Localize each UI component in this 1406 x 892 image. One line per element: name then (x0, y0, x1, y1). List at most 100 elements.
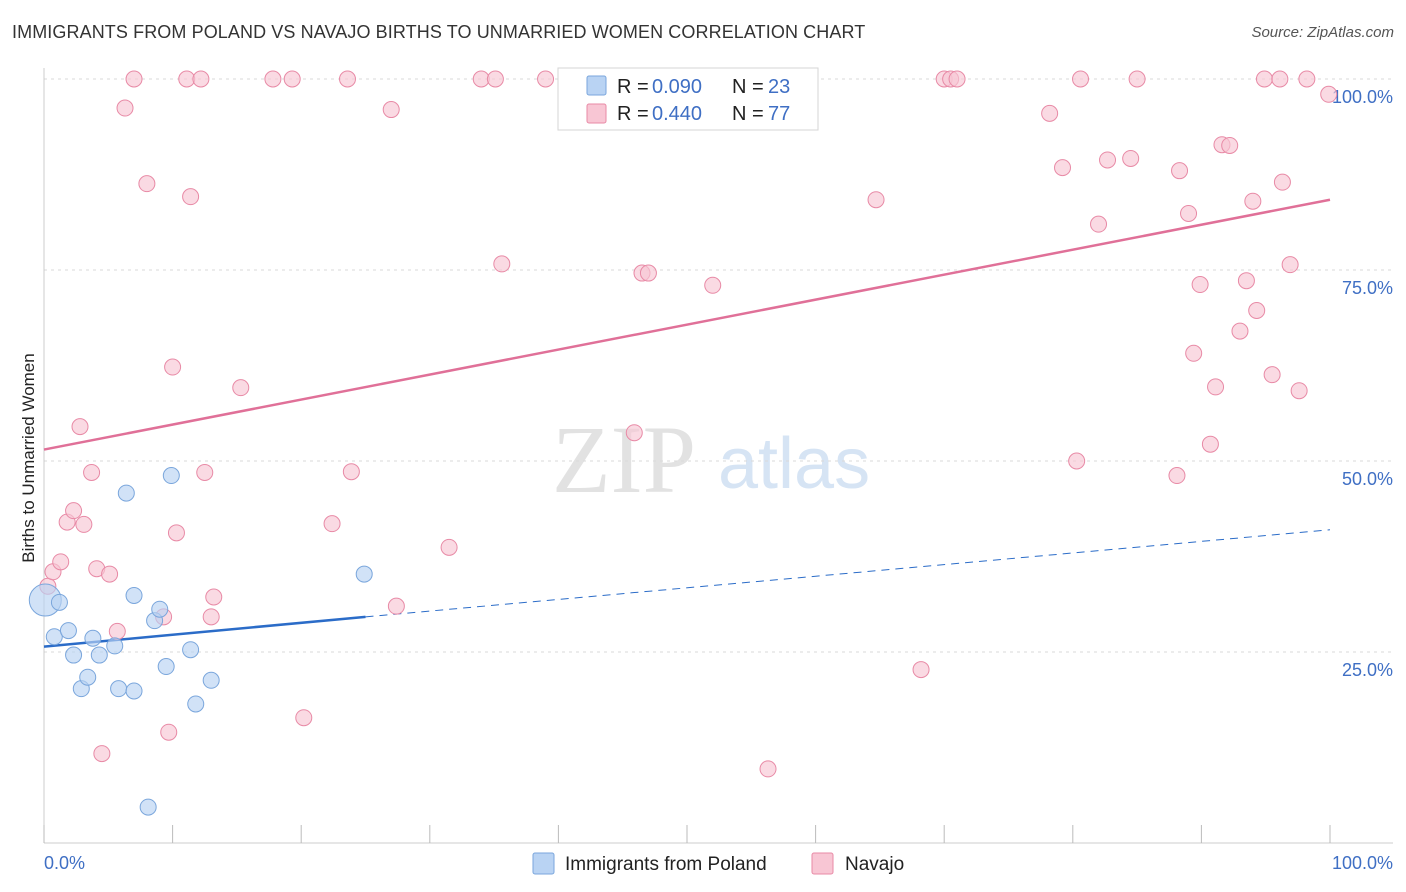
chart-title: IMMIGRANTS FROM POLAND VS NAVAJO BIRTHS … (12, 22, 866, 42)
axes: 25.0% 50.0% 75.0% 100.0% (43, 68, 1393, 844)
bottom-legend-label-poland: Immigrants from Poland (565, 854, 767, 875)
data-point-navajo (83, 463, 101, 481)
legend-n-value-navajo: 77 (768, 103, 790, 125)
data-point-navajo (1248, 301, 1266, 319)
legend-swatch-navajo (586, 103, 607, 124)
legend-swatch-poland (586, 75, 607, 96)
data-point-poland (84, 629, 102, 647)
data-point-poland (65, 646, 83, 664)
data-point-navajo (1281, 256, 1299, 274)
data-point-navajo (342, 463, 360, 481)
data-point-navajo (323, 515, 341, 533)
data-point-navajo (1231, 322, 1249, 340)
x-tick-label-min: 0.0% (44, 853, 85, 873)
trend-line-poland-extension (365, 529, 1331, 618)
legend-r-value-navajo: 0.440 (652, 103, 702, 125)
bottom-legend-swatch-navajo (811, 852, 834, 875)
data-point-navajo (116, 99, 134, 117)
source-label: Source: ZipAtlas.com (1251, 24, 1394, 41)
watermark-zip: ZIP (552, 406, 696, 513)
y-tick-label: 100.0% (1332, 87, 1393, 107)
data-point-navajo (1168, 467, 1186, 485)
bottom-legend-swatch-poland (532, 852, 555, 875)
data-point-navajo (1320, 85, 1338, 103)
data-point-navajo (71, 418, 89, 436)
data-point-poland (151, 600, 169, 618)
data-point-navajo (178, 70, 196, 88)
data-point-poland (59, 622, 77, 640)
data-point-navajo (101, 565, 119, 583)
data-point-poland (162, 467, 180, 485)
data-point-poland (110, 680, 128, 698)
data-point-navajo (160, 723, 178, 741)
data-point-poland (79, 668, 97, 686)
data-point-navajo (486, 70, 504, 88)
data-point-navajo (625, 424, 643, 442)
data-point-navajo (1072, 70, 1090, 88)
data-point-navajo (93, 745, 111, 763)
data-point-poland (106, 637, 124, 655)
data-point-navajo (182, 188, 200, 206)
legend-n-label-poland: N = (732, 76, 764, 98)
data-point-navajo (704, 276, 722, 294)
data-point-navajo (1041, 104, 1059, 122)
data-point-navajo (912, 661, 930, 679)
data-point-navajo (125, 70, 143, 88)
data-point-navajo (1099, 151, 1117, 169)
y-tick-label: 75.0% (1342, 278, 1393, 298)
data-point-navajo (387, 597, 405, 615)
x-tick-label-max: 100.0% (1332, 853, 1393, 873)
correlation-legend: R = 0.090 N = 23 R = 0.440 N = 77 (557, 67, 819, 131)
data-point-navajo (639, 264, 657, 282)
data-point-navajo (1273, 173, 1291, 191)
data-point-navajo (75, 515, 93, 533)
data-point-poland (125, 586, 143, 604)
data-point-navajo (167, 524, 185, 542)
data-point-navajo (1185, 344, 1203, 362)
data-point-navajo (164, 358, 182, 376)
data-point-poland (50, 593, 68, 611)
data-point-navajo (1171, 162, 1189, 180)
data-point-poland (45, 628, 63, 646)
data-point-navajo (232, 379, 250, 397)
data-point-poland (355, 565, 373, 583)
y-axis-label: Births to Unmarried Women (19, 353, 38, 562)
data-point-poland (182, 641, 200, 659)
data-point-navajo (472, 70, 490, 88)
legend-n-value-poland: 23 (768, 76, 790, 98)
data-point-navajo (1263, 366, 1281, 384)
data-point-navajo (1068, 452, 1086, 470)
data-point-navajo (1255, 70, 1273, 88)
data-point-navajo (1191, 276, 1209, 294)
data-point-navajo (440, 538, 458, 556)
data-point-navajo (948, 70, 966, 88)
trend-line-navajo (43, 198, 1331, 451)
data-point-navajo (192, 70, 210, 88)
series-legend: Immigrants from Poland Navajo (532, 852, 904, 875)
data-point-navajo (759, 760, 777, 778)
data-point-navajo (1221, 136, 1239, 154)
data-point-navajo (1090, 215, 1108, 233)
data-point-navajo (1237, 272, 1255, 290)
legend-r-label-poland: R = (617, 76, 649, 98)
data-point-navajo (205, 588, 223, 606)
data-point-poland (187, 695, 205, 713)
data-point-navajo (138, 175, 156, 193)
data-point-navajo (264, 70, 282, 88)
y-tick-label: 50.0% (1342, 469, 1393, 489)
data-point-navajo (867, 191, 885, 209)
data-point-navajo (1122, 149, 1140, 167)
data-points (28, 70, 1338, 816)
legend-r-value-poland: 0.090 (652, 76, 702, 98)
data-point-poland (202, 671, 220, 689)
data-point-navajo (1271, 70, 1289, 88)
data-point-navajo (338, 70, 356, 88)
data-point-navajo (1298, 70, 1316, 88)
data-point-poland (90, 646, 108, 664)
data-point-navajo (196, 463, 214, 481)
data-point-navajo (1244, 192, 1262, 210)
data-point-navajo (1201, 435, 1219, 453)
data-point-navajo (108, 622, 126, 640)
bottom-legend-label-navajo: Navajo (845, 854, 904, 875)
